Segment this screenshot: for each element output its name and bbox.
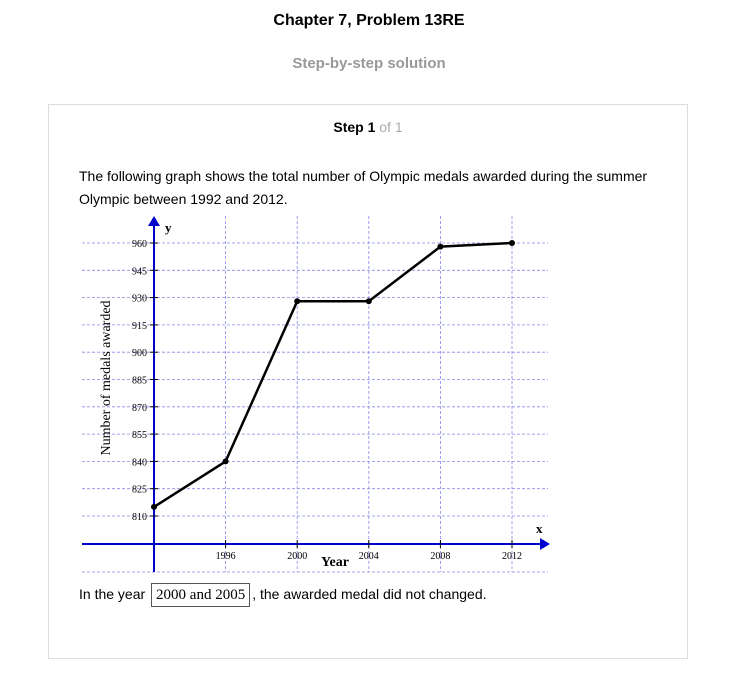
x-tick-label: 2000	[287, 551, 307, 562]
x-axis-letter: x	[536, 521, 543, 536]
y-tick-label: 810	[132, 512, 147, 523]
y-tick-label: 855	[132, 430, 147, 441]
chapter-title: Chapter 7, Problem 13RE	[273, 12, 465, 29]
x-tick-label: 1996	[216, 551, 236, 562]
problem-text: The following graph shows the total numb…	[79, 168, 648, 207]
y-tick-label: 900	[132, 348, 147, 359]
step-total: of 1	[379, 119, 403, 135]
y-axis-title: Number of medals awarded	[99, 300, 114, 455]
y-tick-label: 945	[132, 266, 147, 277]
answer-box: 2000 and 2005	[151, 583, 251, 607]
data-point	[222, 458, 229, 465]
x-tick-label: 2004	[359, 551, 379, 562]
answer-line: In the year 2000 and 2005, the awarded m…	[79, 583, 487, 607]
y-tick-label: 885	[132, 376, 147, 387]
answer-prefix: In the year	[79, 586, 146, 602]
y-axis-letter: y	[165, 220, 172, 235]
x-tick-label: 2008	[430, 551, 450, 562]
data-point	[437, 243, 444, 250]
y-tick-label: 840	[132, 457, 147, 468]
y-tick-label: 870	[132, 403, 147, 414]
step-indicator: Step 1 of 1	[49, 119, 687, 135]
solution-card: Step 1 of 1 The following graph shows th…	[48, 104, 688, 659]
y-tick-label: 915	[132, 321, 147, 332]
data-point	[365, 298, 372, 305]
x-axis-arrow	[540, 538, 550, 550]
y-tick-label: 930	[132, 294, 147, 305]
x-tick-label: 2012	[502, 551, 522, 562]
data-point	[151, 503, 157, 510]
data-point	[294, 298, 301, 305]
y-tick-label: 960	[132, 239, 147, 250]
medals-series-line	[153, 241, 513, 508]
x-axis-title: Year	[321, 555, 349, 570]
step-label: Step 1	[333, 119, 376, 135]
y-axis-arrow	[148, 216, 160, 226]
data-point	[509, 240, 515, 246]
solution-subtitle: Step-by-step solution	[292, 55, 446, 72]
answer-suffix: , the awarded medal did not changed.	[252, 586, 487, 602]
y-tick-label: 825	[132, 485, 147, 496]
